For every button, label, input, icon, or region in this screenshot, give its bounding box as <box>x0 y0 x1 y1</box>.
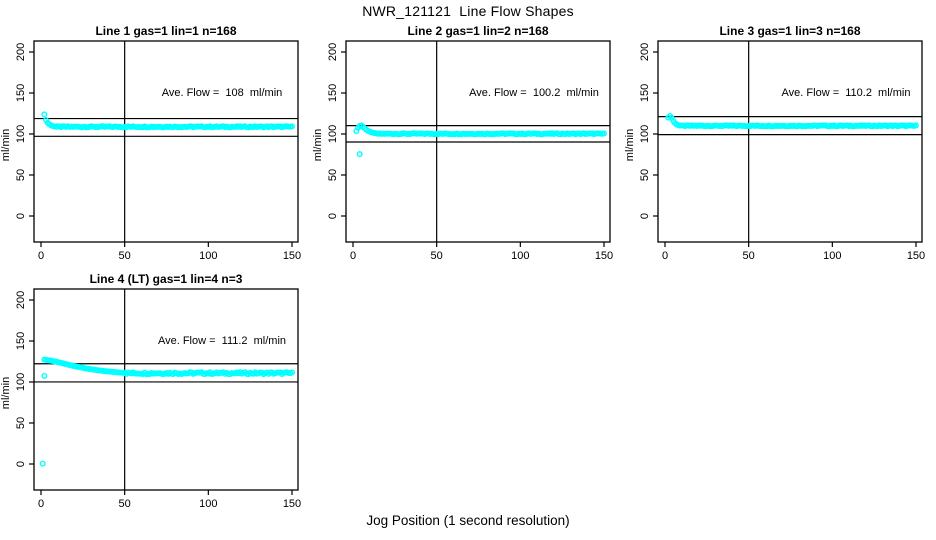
x-tick-label: 150 <box>595 250 613 262</box>
y-tick-label: 50 <box>639 169 651 181</box>
y-tick-label: 150 <box>639 84 651 102</box>
chart-cell-line-2: 0 50 100 150 0 50 100 150 200 Line 2 gas=1 lin=2… <box>312 23 624 271</box>
chart-cell-empty-2 <box>624 271 936 519</box>
data-points-layer <box>353 122 608 158</box>
data-points-layer <box>41 111 296 131</box>
y-tick-label: 200 <box>327 43 339 61</box>
y-tick-label: 100 <box>15 373 27 391</box>
subplot-title: Line 3 gas=1 lin=3 n=168 <box>719 24 860 38</box>
plot-box <box>657 40 923 243</box>
y-tick-label: 150 <box>15 84 27 102</box>
x-tick-label: 0 <box>38 250 44 262</box>
x-tick-label: 100 <box>511 250 529 262</box>
x-tick-label: 100 <box>823 250 841 262</box>
plot-box <box>345 40 611 243</box>
y-tick-label: 150 <box>327 84 339 102</box>
y-tick-label: 0 <box>327 213 339 219</box>
y-tick-label: 0 <box>639 213 651 219</box>
subplot-line-3-chart: 0 50 100 150 0 50 100 150 200 Line 3 gas=1 lin=3… <box>624 24 925 262</box>
subplot-line-2-chart: 0 50 100 150 0 50 100 150 200 Line 2 gas=1 lin=2… <box>312 24 613 262</box>
y-axis-ticks: 0 50 100 150 200 <box>15 43 34 219</box>
y-axis-label: ml/min <box>312 129 324 161</box>
plot-layer: 0 50 100 150 0 50 100 150 200 <box>327 40 613 262</box>
subplot-line-1-chart: 0 50 100 150 0 50 100 150 200 Line 1 gas=1 lin=1… <box>0 24 301 262</box>
y-tick-label: 50 <box>327 169 339 181</box>
x-tick-label: 100 <box>199 498 217 510</box>
x-tick-label: 150 <box>283 498 301 510</box>
x-axis-ticks: 0 50 100 150 <box>38 242 301 262</box>
subplot-title: Line 1 gas=1 lin=1 n=168 <box>95 24 236 38</box>
x-tick-label: 50 <box>431 250 443 262</box>
y-tick-label: 100 <box>327 125 339 143</box>
x-tick-label: 150 <box>283 250 301 262</box>
x-tick-label: 0 <box>38 498 44 510</box>
chart-cell-line-1: 0 50 100 150 0 50 100 150 200 Line 1 gas=1 lin=1… <box>0 23 312 271</box>
y-tick-label: 150 <box>15 332 27 350</box>
data-points-layer <box>665 112 920 130</box>
ave-flow-annotation: Ave. Flow = 100.2 ml/min <box>469 87 599 99</box>
x-tick-label: 50 <box>743 250 755 262</box>
subplot-title: Line 2 gas=1 lin=2 n=168 <box>407 24 548 38</box>
plot-layer: 0 50 100 150 0 50 100 150 200 <box>15 288 301 510</box>
plot-layer: 0 50 100 150 0 50 100 150 200 <box>15 40 301 262</box>
y-axis-label: ml/min <box>0 377 12 409</box>
y-tick-label: 50 <box>15 169 27 181</box>
x-axis-ticks: 0 50 100 150 <box>662 242 925 262</box>
y-axis-ticks: 0 50 100 150 200 <box>639 43 658 219</box>
x-tick-label: 50 <box>119 498 131 510</box>
data-points-layer <box>39 356 296 467</box>
y-tick-label: 200 <box>15 291 27 309</box>
y-tick-label: 200 <box>15 43 27 61</box>
subplot-line-4-chart: 0 50 100 150 0 50 100 150 200 Line 4 (LT) gas=1 … <box>0 272 301 510</box>
y-tick-label: 100 <box>15 125 27 143</box>
x-axis-ticks: 0 50 100 150 <box>38 490 301 510</box>
ave-flow-annotation: Ave. Flow = 111.2 ml/min <box>158 335 286 347</box>
ave-flow-annotation: Ave. Flow = 110.2 ml/min <box>782 87 911 99</box>
ave-flow-annotation: Ave. Flow = 108 ml/min <box>162 87 283 99</box>
y-tick-label: 0 <box>15 213 27 219</box>
main-title: NWR_121121 Line Flow Shapes <box>362 3 574 19</box>
y-tick-label: 50 <box>15 417 27 429</box>
y-axis-label: ml/min <box>624 129 636 161</box>
y-tick-label: 100 <box>639 125 651 143</box>
y-tick-label: 200 <box>639 43 651 61</box>
x-axis-label: Jog Position (1 second resolution) <box>366 513 570 528</box>
plot-layer: 0 50 100 150 0 50 100 150 200 <box>639 40 925 262</box>
subplot-title: Line 4 (LT) gas=1 lin=4 n=3 <box>90 272 243 286</box>
y-axis-ticks: 0 50 100 150 200 <box>327 43 346 219</box>
chart-cell-line-3: 0 50 100 150 0 50 100 150 200 Line 3 gas=1 lin=3… <box>624 23 936 271</box>
x-tick-label: 150 <box>907 250 925 262</box>
plot-box <box>33 288 299 491</box>
x-axis-ticks: 0 50 100 150 <box>350 242 613 262</box>
x-tick-label: 0 <box>662 250 668 262</box>
y-axis-label: ml/min <box>0 129 12 161</box>
x-tick-label: 0 <box>350 250 356 262</box>
y-axis-ticks: 0 50 100 150 200 <box>15 291 34 467</box>
chart-cell-empty-1 <box>312 271 624 519</box>
x-tick-label: 100 <box>199 250 217 262</box>
chart-cell-line-4: 0 50 100 150 0 50 100 150 200 Line 4 (LT) gas=1 … <box>0 271 312 519</box>
chart-grid: 0 50 100 150 0 50 100 150 200 Line 1 gas=1 lin=1… <box>0 23 936 519</box>
x-tick-label: 50 <box>119 250 131 262</box>
y-tick-label: 0 <box>15 461 27 467</box>
plot-box <box>33 40 299 243</box>
